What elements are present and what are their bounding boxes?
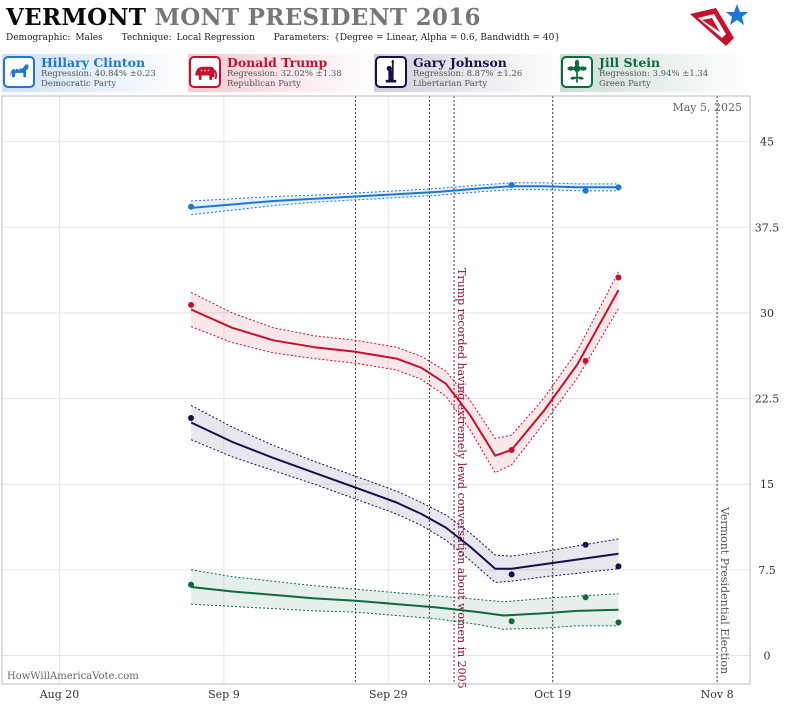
parameters-line: Demographic: Males Technique: Local Regr…: [6, 33, 576, 43]
candidate-card-clinton: Hillary Clinton Regression: 40.84% ±0.23…: [2, 54, 188, 92]
poll-point: [615, 184, 622, 191]
y-tick-label: 7.5: [758, 564, 776, 577]
poll-point: [508, 182, 515, 189]
candidate-party: Democratic Party: [41, 79, 117, 89]
event-markers: Trump recorded having extremely lewd con…: [354, 96, 731, 689]
band-lower-line: [190, 308, 619, 474]
poll-point: [582, 594, 589, 601]
y-tick-label: 30: [760, 307, 774, 320]
poll-point: [188, 301, 195, 308]
parameters-label: Parameters:: [273, 33, 330, 43]
band-lower-line: [190, 439, 619, 583]
liberty-torch-icon: [375, 56, 407, 88]
y-tick-label: 37.5: [755, 221, 780, 234]
title-state: VERMONT: [6, 4, 147, 31]
poll-point: [615, 274, 622, 281]
axis-labels: Aug 20 Sep 9 Sep 29 Oct 19 Nov 8 0 7.5 15 22.5 30…: [39, 136, 780, 701]
poll-point: [582, 541, 589, 548]
candidate-name: Jill Stein: [599, 55, 661, 70]
candidate-party: Libertarian Party: [413, 79, 488, 89]
demographic-label: Demographic:: [6, 33, 71, 43]
confidence-band: [191, 405, 619, 583]
y-tick-label: 0: [764, 649, 771, 662]
date-stamp: May 5, 2025: [672, 101, 742, 114]
poll-point: [188, 414, 195, 421]
candidate-name: Gary Johnson: [413, 55, 507, 70]
title-rest: MONT PRESIDENT 2016: [154, 4, 481, 31]
event-label: Trump recorded having extremely lewd con…: [455, 268, 468, 689]
poll-point: [508, 618, 515, 625]
poll-point: [508, 446, 515, 453]
series-layer: [188, 182, 622, 630]
x-tick-label: Sep 9: [208, 688, 240, 701]
x-tick-label: Oct 19: [534, 688, 571, 701]
x-tick-label: Sep 29: [369, 688, 408, 701]
series-line: [190, 421, 619, 570]
confidence-band: [191, 182, 619, 215]
event-label: Vermont Presidential Election: [718, 506, 731, 674]
candidate-card-stein: Jill Stein Regression: 3.94% ±1.34 Green…: [560, 54, 746, 92]
watermark: HowWillAmericaVote.com: [7, 671, 139, 682]
confidence-band: [191, 569, 619, 630]
technique-value: Local Regression: [176, 33, 255, 43]
candidate-regression: Regression: 40.84% ±0.23: [41, 69, 156, 79]
site-logo-icon: [686, 2, 752, 50]
page-title: VERMONT MONT PRESIDENT 2016: [6, 4, 481, 31]
y-tick-label: 22.5: [755, 393, 780, 406]
band-lower-line: [191, 603, 619, 630]
candidate-regression: Regression: 8.87% ±1.26: [413, 69, 523, 79]
poll-point: [188, 581, 195, 588]
parameters-value: {Degree = Linear, Alpha = 0.6, Bandwidth…: [334, 33, 561, 43]
leaf-icon: [561, 56, 593, 88]
candidate-regression: Regression: 3.94% ±1.34: [599, 69, 709, 79]
candidate-card-trump: Donald Trump Regression: 32.02% ±1.38 Re…: [188, 54, 374, 92]
y-tick-label: 45: [760, 136, 774, 149]
y-tick-label: 15: [760, 478, 774, 491]
x-tick-label: Nov 8: [701, 688, 734, 701]
band-upper-line: [190, 404, 619, 557]
candidate-party: Green Party: [599, 79, 651, 89]
demographic-value: Males: [75, 33, 103, 43]
poll-point: [615, 563, 622, 570]
donkey-icon: [3, 56, 35, 88]
series-line: [190, 289, 620, 457]
candidate-card-johnson: Gary Johnson Regression: 8.87% ±1.26 Lib…: [374, 54, 560, 92]
confidence-band: [191, 271, 619, 473]
elephant-icon: [189, 56, 221, 88]
series-line: [191, 185, 619, 209]
technique-label: Technique:: [121, 33, 172, 43]
candidate-regression: Regression: 32.02% ±1.38: [227, 69, 342, 79]
poll-point: [582, 357, 589, 364]
band-upper-line: [190, 271, 619, 440]
candidate-name: Donald Trump: [227, 55, 328, 70]
poll-point: [615, 619, 622, 626]
poll-point: [508, 571, 515, 578]
x-tick-label: Aug 20: [39, 688, 80, 701]
plot-frame: [1, 95, 751, 685]
series-line: [190, 586, 619, 617]
candidate-name: Hillary Clinton: [41, 55, 146, 70]
poll-point: [188, 203, 195, 210]
poll-point: [582, 187, 589, 194]
band-upper-line: [191, 569, 619, 603]
candidate-party: Republican Party: [227, 79, 301, 89]
